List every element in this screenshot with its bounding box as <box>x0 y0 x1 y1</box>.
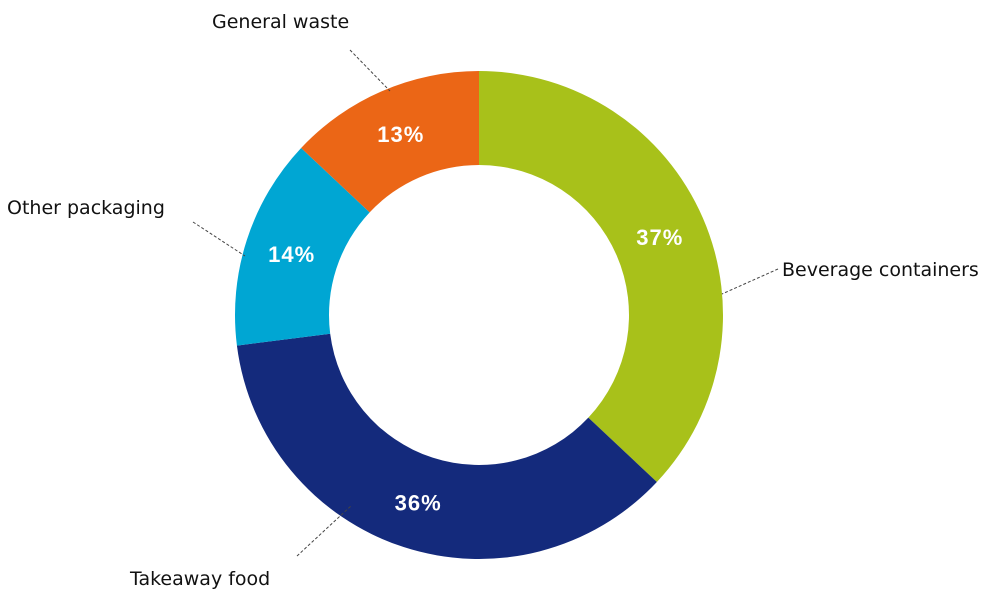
slice-general-waste <box>301 71 479 213</box>
leader-line-other-packaging <box>192 221 246 257</box>
value-label-other-packaging: 14% <box>268 242 315 267</box>
value-label-takeaway-food: 36% <box>395 490 442 515</box>
value-label-beverage-containers: 37% <box>636 225 683 250</box>
leader-lines <box>192 49 779 557</box>
slice-takeaway-food <box>236 333 657 559</box>
category-label-takeaway-food: Takeaway food <box>129 568 270 590</box>
leader-line-beverage-containers <box>721 268 779 295</box>
slice-beverage-containers <box>479 71 723 483</box>
category-label-beverage-containers: Beverage containers <box>782 259 979 281</box>
percent-labels: 37% 36% 14% 13% <box>268 122 683 515</box>
category-label-other-packaging: Other packaging <box>7 197 165 219</box>
donut-slices <box>235 71 723 559</box>
leader-line-general-waste <box>349 49 391 92</box>
leader-line-takeaway-food <box>296 504 353 557</box>
slice-other-packaging <box>235 147 370 346</box>
category-label-general-waste: General waste <box>212 11 349 33</box>
value-label-general-waste: 13% <box>377 122 424 147</box>
category-labels: Beverage containers Takeaway food Other pa… <box>7 11 979 590</box>
